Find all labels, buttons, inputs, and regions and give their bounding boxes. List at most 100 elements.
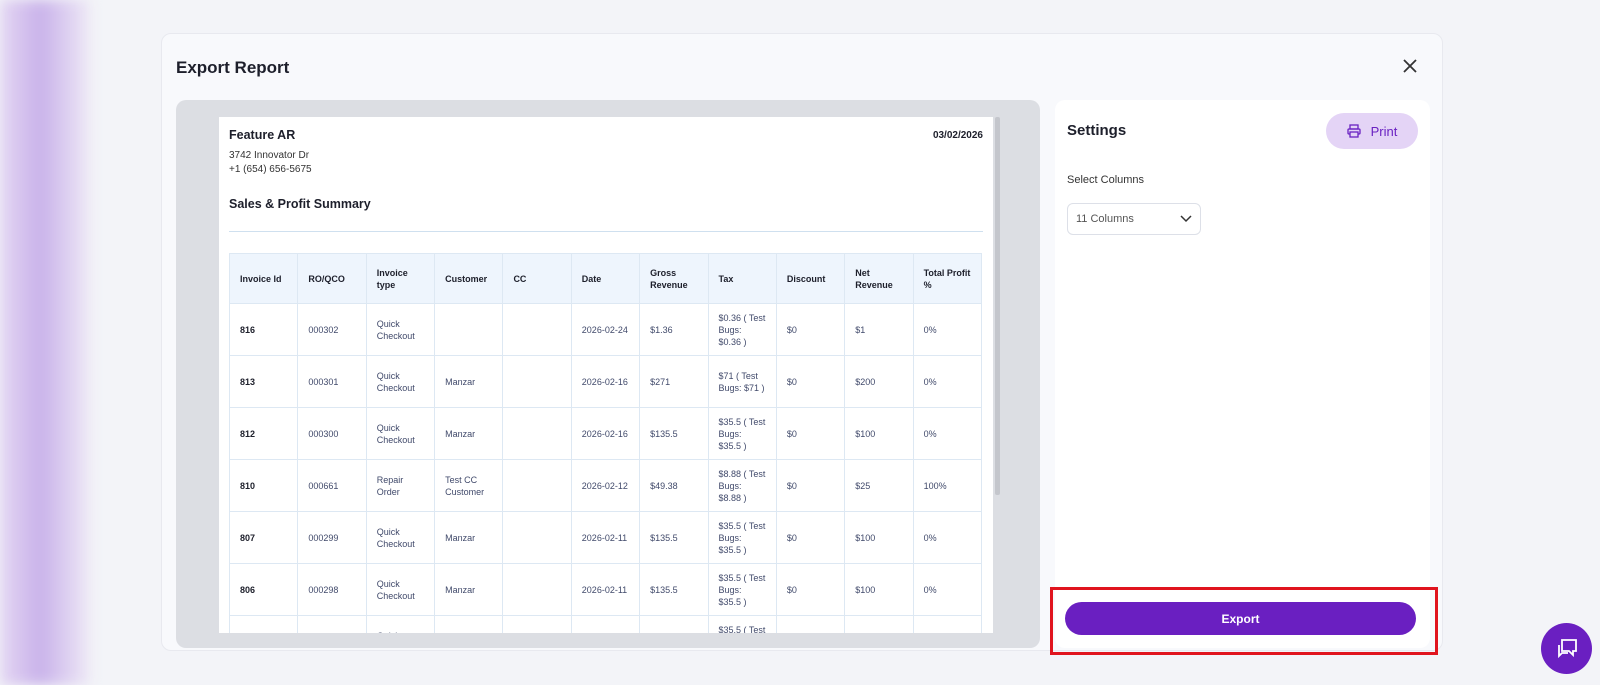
table-cell: Quick Checkout [365,303,436,356]
header-row: Invoice Id RO/QCO Invoice type Customer CC Da… [228,253,983,304]
table-cell: 805 [228,615,299,633]
phone: +1 (654) 656-5675 [229,164,312,175]
table-cell: 000302 [297,303,367,356]
column-header: CC [502,253,572,304]
table-cell [502,355,572,408]
table-cell: 000661 [297,459,367,512]
column-header: Total Profit % [912,253,983,304]
table-cell: 2026-02-16 [570,407,641,460]
table-cell: $25 [844,459,914,512]
print-icon [1346,124,1361,138]
export-button[interactable]: Export [1065,602,1416,635]
table-row: 816 000302 Quick Checkout 2026-02-24 $1.36 $0… [228,303,983,356]
scrollbar[interactable] [995,117,1000,495]
table-cell: $49.38 [639,459,709,512]
chat-icon [1557,638,1577,658]
table-cell: $0 [775,303,846,356]
table-cell: $135.5 [639,407,709,460]
divider [229,231,983,232]
table-row: 807 000299 Quick Checkout Manzar 2026-02-11 $… [228,511,983,564]
table-cell: 806 [228,563,299,616]
table-cell: 2026-02-12 [570,459,641,512]
table-cell: $35.5 ( Test Bugs: $35.5 ) [707,615,777,633]
columns-select[interactable]: 11 Columns [1067,203,1201,235]
table-row: 812 000300 Quick Checkout Manzar 2026-02-16 $… [228,407,983,460]
table-cell: 000299 [297,511,367,564]
column-header: Invoice type [365,253,436,304]
export-modal: Export Report Feature AR 03/02/2026 3742… [161,33,1443,651]
table-cell: $0.36 ( Test Bugs: $0.36 ) [707,303,777,356]
table-cell: 0% [912,563,983,616]
column-header: Customer [434,253,504,304]
table-cell: 812 [228,407,299,460]
table-cell: $0 [775,355,846,408]
table-cell [502,563,572,616]
table-row: 805000297Quick CheckoutManzar2026-02-11$… [228,615,983,633]
close-button[interactable] [1400,56,1420,76]
table-cell [502,407,572,460]
chat-button[interactable] [1541,623,1592,674]
table-cell: 0% [912,407,983,460]
table-cell: $271 [639,355,709,408]
company-name: Feature AR [229,128,296,142]
table-cell: Manzar [434,615,504,633]
table-cell: Quick Checkout [365,355,436,408]
table-cell [434,303,504,356]
table-cell [502,303,572,356]
table-cell: $35.5 ( Test Bugs: $35.5 ) [707,407,777,460]
table-cell: Quick Checkout [365,407,436,460]
print-label: Print [1370,123,1398,139]
table-cell: $200 [844,355,914,408]
table-cell: Manzar [434,563,504,616]
table-cell: $135.5 [639,563,709,616]
column-header: Date [570,253,641,304]
table-cell: $1.36 [639,303,709,356]
table-cell: 807 [228,511,299,564]
table-cell: 100% [912,459,983,512]
table-cell: 000301 [297,355,367,408]
column-header: RO/QCO [297,253,367,304]
table-cell: $8.88 ( Test Bugs: $8.88 ) [707,459,777,512]
table-cell: Repair Order [365,459,436,512]
column-header: Net Revenue [844,253,914,304]
table-cell [502,459,572,512]
table-cell: 2026-02-11 [570,563,641,616]
table-cell: Manzar [434,511,504,564]
table-cell: 0% [912,511,983,564]
table-cell: 0% [912,615,983,633]
table-cell: Manzar [434,407,504,460]
column-header: Discount [775,253,846,304]
settings-panel: Settings Print Select Columns 11 Columns [1055,100,1430,648]
table-cell: $0 [775,459,846,512]
table-row: 813 000301 Quick Checkout Manzar 2026-02-16 $… [228,355,983,408]
report-date: 03/02/2026 [932,130,983,141]
table-cell: 2026-02-11 [570,511,641,564]
table-cell: 0% [912,303,983,356]
select-label: Select Columns [1067,174,1145,186]
table-cell: 2026-02-16 [570,355,641,408]
table-cell: $100 [844,511,914,564]
column-header: Invoice Id [228,253,299,304]
report-preview: Feature AR 03/02/2026 3742 Innovator Dr … [176,100,1040,648]
table-cell: $0 [775,407,846,460]
print-button[interactable]: Print [1326,113,1418,149]
table-cell: Quick Checkout [365,563,436,616]
table-cell: $100 [844,615,914,633]
table-cell: 0% [912,355,983,408]
table-cell: 810 [228,459,299,512]
table-cell [502,615,572,633]
table-row: 810 000661 Repair Order Test CC Customer 202… [228,459,983,512]
column-header: Gross Revenue [639,253,709,304]
settings-title: Settings [1067,122,1127,139]
select-value: 11 Columns [1076,213,1134,225]
modal-title: Export Report [176,58,290,77]
table-cell: Manzar [434,355,504,408]
table-cell: $35.5 ( Test Bugs: $35.5 ) [707,563,777,616]
report-paper: Feature AR 03/02/2026 3742 Innovator Dr … [219,117,993,633]
table-cell: $71 ( Test Bugs: $71 ) [707,355,777,408]
chevron [1180,215,1192,223]
table-cell: 000300 [297,407,367,460]
address: 3742 Innovator Dr [229,150,310,161]
table-cell: 000298 [297,563,367,616]
